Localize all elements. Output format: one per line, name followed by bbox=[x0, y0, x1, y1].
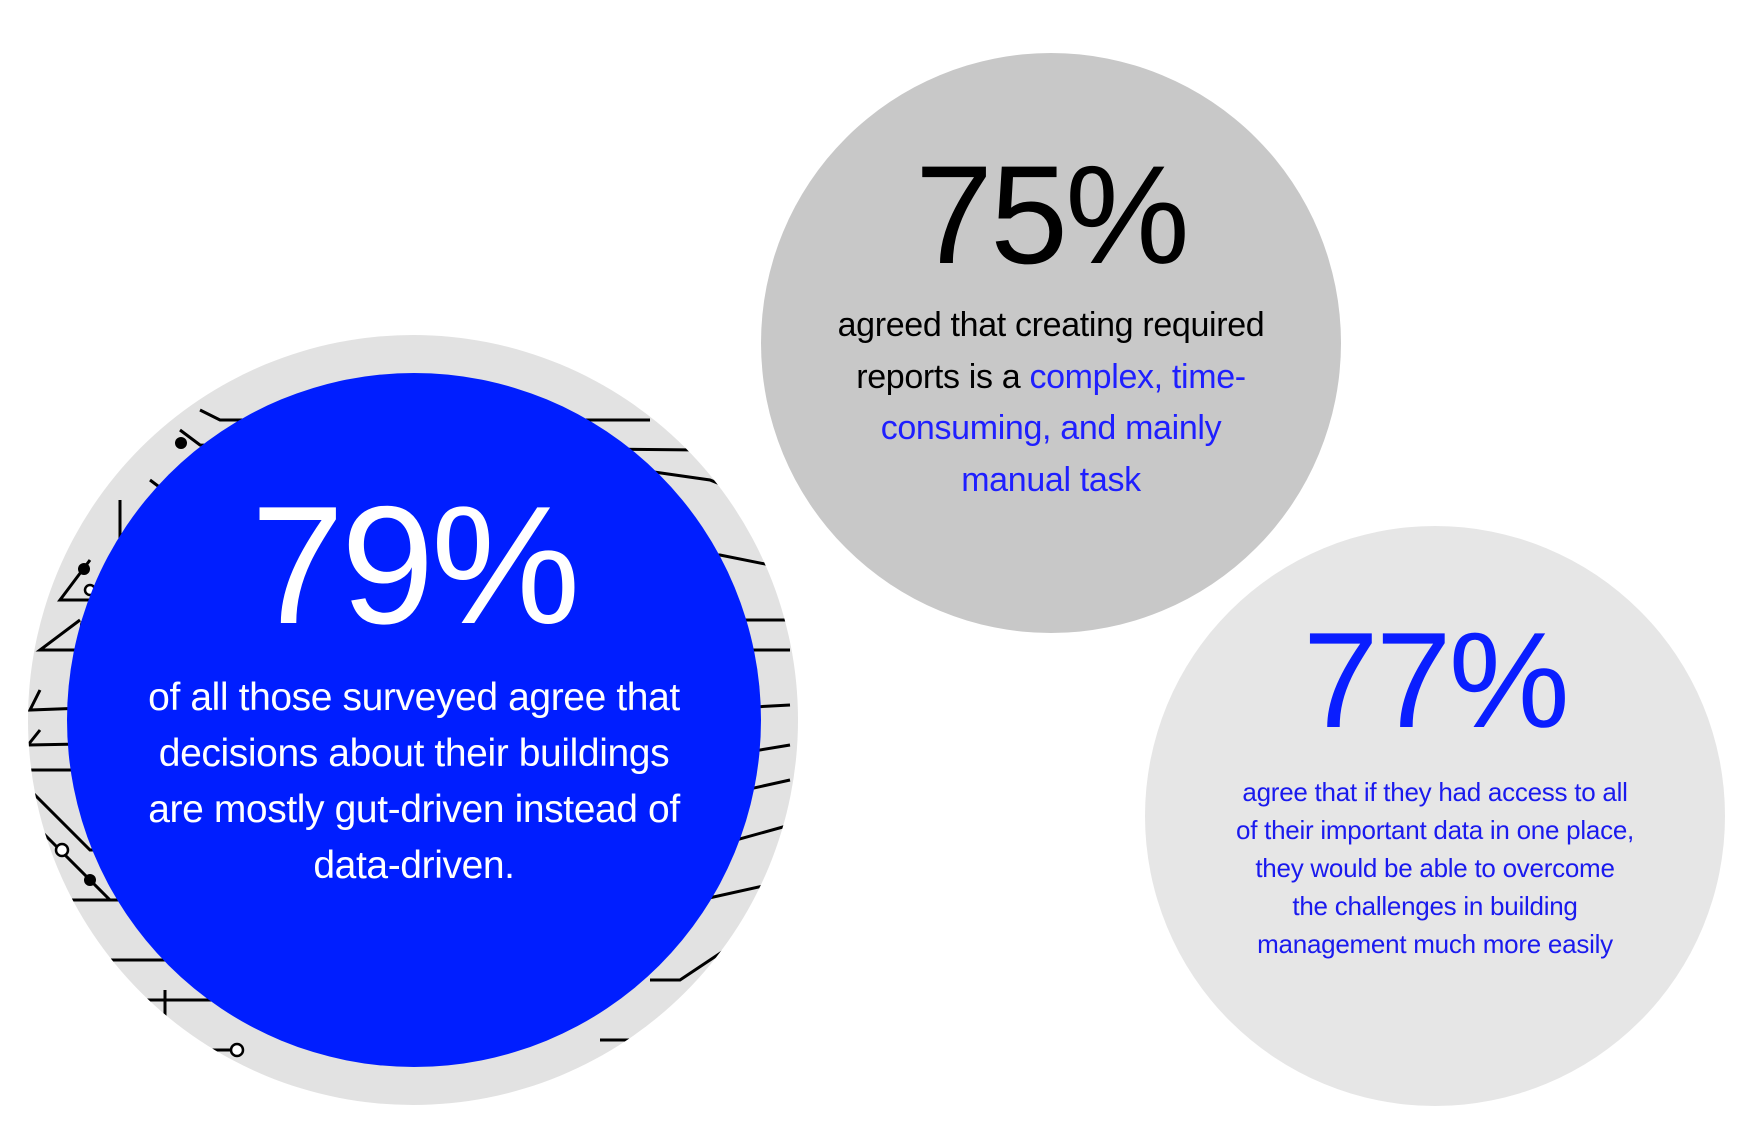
stat-77-description: agree that if they had access to all of … bbox=[1236, 777, 1634, 959]
stat-77-circle bbox=[1145, 526, 1725, 1106]
stat-79-description: of all those surveyed agree that decisio… bbox=[148, 676, 680, 887]
stat-75-circle bbox=[761, 53, 1341, 633]
stat-79-circle bbox=[67, 373, 761, 1067]
stat-75-text-highlight: complex, time-consuming, and mainly manu… bbox=[880, 357, 1246, 499]
stat-75-description: agreed that creating required reports is… bbox=[831, 300, 1271, 506]
stat-75-text-plain: agreed that creating required reports is… bbox=[837, 306, 1265, 396]
stat-79-value: 79% bbox=[250, 471, 581, 659]
stat-77-value: 77% bbox=[1302, 604, 1570, 756]
stat-75-value: 75% bbox=[915, 136, 1190, 293]
